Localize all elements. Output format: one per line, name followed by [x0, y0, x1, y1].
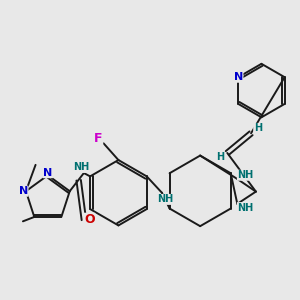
Text: F: F: [94, 132, 103, 146]
Text: N: N: [234, 72, 243, 82]
Text: N: N: [43, 168, 52, 178]
Text: NH: NH: [157, 194, 173, 204]
Text: H: H: [216, 152, 224, 162]
Text: NH: NH: [237, 170, 254, 180]
Text: O: O: [84, 213, 95, 226]
Text: NH: NH: [237, 202, 254, 213]
Text: NH: NH: [73, 163, 89, 172]
Text: N: N: [19, 186, 28, 196]
Text: H: H: [254, 124, 262, 134]
